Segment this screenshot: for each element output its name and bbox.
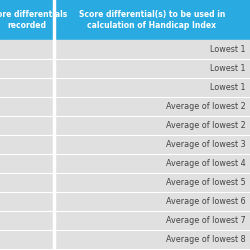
Bar — [53, 192, 55, 211]
Text: Score differential(s) to be used in
calculation of Handicap Index: Score differential(s) to be used in calc… — [79, 10, 225, 30]
Bar — [0, 154, 250, 173]
Bar — [53, 97, 55, 116]
Text: Average of lowest 3: Average of lowest 3 — [166, 140, 246, 149]
Bar — [53, 78, 55, 97]
Bar — [0, 78, 250, 97]
Bar — [53, 0, 55, 40]
Text: Average of lowest 8: Average of lowest 8 — [166, 235, 246, 244]
Bar — [0, 192, 250, 211]
Bar — [53, 154, 55, 173]
Text: Average of lowest 5: Average of lowest 5 — [166, 178, 246, 187]
Bar — [0, 135, 250, 154]
Text: Average of lowest 7: Average of lowest 7 — [166, 216, 246, 225]
Bar — [53, 173, 55, 192]
Text: Average of lowest 6: Average of lowest 6 — [166, 197, 246, 206]
Text: Lowest 1: Lowest 1 — [210, 45, 246, 54]
Text: Average of lowest 2: Average of lowest 2 — [166, 102, 246, 111]
Bar — [53, 40, 55, 59]
Bar — [0, 40, 250, 59]
Text: Average of lowest 4: Average of lowest 4 — [166, 159, 246, 168]
Bar — [0, 211, 250, 230]
Bar — [0, 59, 250, 78]
Text: Lowest 1: Lowest 1 — [210, 64, 246, 73]
Bar — [0, 0, 250, 40]
Text: Score differentials
recorded: Score differentials recorded — [0, 10, 67, 30]
Bar — [0, 97, 250, 116]
Bar — [53, 116, 55, 135]
Text: Lowest 1: Lowest 1 — [210, 83, 246, 92]
Bar — [53, 59, 55, 78]
Text: Average of lowest 2: Average of lowest 2 — [166, 121, 246, 130]
Bar — [0, 116, 250, 135]
Bar — [53, 230, 55, 249]
Bar — [53, 211, 55, 230]
Bar — [53, 135, 55, 154]
Bar — [0, 230, 250, 249]
Bar — [0, 173, 250, 192]
